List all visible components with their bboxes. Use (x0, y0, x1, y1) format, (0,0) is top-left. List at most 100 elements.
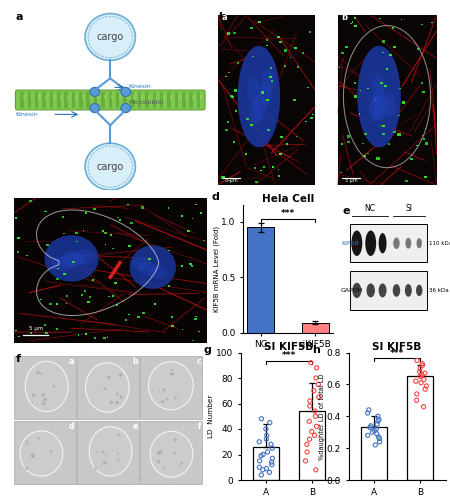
Circle shape (170, 372, 173, 376)
Bar (57, 268, 59, 270)
Ellipse shape (72, 250, 96, 264)
Bar (345, 46, 347, 48)
Point (303, 440, 310, 448)
Text: b: b (218, 12, 226, 22)
Bar (134, 94, 135, 99)
Bar (339, 66, 340, 68)
Bar (184, 415, 185, 416)
Bar (423, 138, 425, 140)
Bar (300, 411, 325, 480)
Bar (95, 445, 96, 446)
Bar (138, 417, 139, 418)
Point (263, 432, 270, 440)
Bar (399, 88, 401, 90)
Circle shape (103, 460, 107, 464)
Point (364, 409, 371, 417)
Point (264, 448, 271, 456)
Bar (29, 200, 32, 202)
Point (303, 448, 310, 456)
Ellipse shape (138, 262, 157, 275)
Bar (294, 47, 297, 50)
Bar (310, 116, 313, 119)
Point (306, 397, 314, 405)
Point (258, 471, 265, 479)
Bar (90, 453, 91, 454)
Bar (156, 94, 158, 99)
Bar (347, 140, 350, 142)
Bar (110, 234, 112, 236)
Bar (422, 135, 423, 136)
Bar (160, 92, 163, 108)
Bar (225, 129, 228, 132)
Bar (88, 389, 89, 390)
Bar (106, 365, 107, 366)
Point (306, 435, 313, 443)
Bar (137, 364, 138, 365)
Bar (167, 431, 168, 432)
Point (307, 358, 315, 366)
Ellipse shape (372, 76, 385, 101)
Bar (187, 230, 190, 232)
Circle shape (92, 402, 94, 404)
Bar (148, 94, 150, 99)
Circle shape (26, 442, 28, 445)
Bar (128, 244, 131, 247)
Ellipse shape (372, 95, 385, 120)
Bar (200, 469, 201, 470)
Bar (186, 396, 187, 397)
Circle shape (105, 454, 107, 457)
Title: SI KIF5B: SI KIF5B (265, 342, 314, 351)
Bar (228, 180, 230, 182)
Bar (82, 356, 83, 357)
Circle shape (96, 450, 98, 452)
Circle shape (178, 465, 180, 467)
Bar (82, 94, 84, 99)
Bar (117, 216, 119, 218)
Bar (367, 153, 369, 154)
Text: 36 kDa: 36 kDa (429, 288, 449, 293)
Bar (15, 217, 17, 218)
Circle shape (157, 460, 160, 464)
Bar (66, 295, 68, 296)
Point (263, 435, 270, 443)
Bar (186, 397, 187, 398)
Bar (140, 421, 202, 484)
Bar (363, 155, 365, 157)
Ellipse shape (351, 230, 362, 256)
Bar (48, 376, 49, 377)
Bar (66, 303, 68, 304)
Circle shape (90, 104, 99, 112)
Bar (21, 445, 22, 446)
Bar (27, 92, 31, 108)
Text: KIF5B: KIF5B (341, 240, 359, 246)
Bar (145, 92, 149, 108)
Text: g: g (204, 345, 212, 355)
Bar (62, 444, 63, 445)
Bar (189, 393, 190, 394)
Circle shape (121, 88, 130, 96)
Bar (340, 172, 342, 173)
Bar (113, 377, 114, 378)
Bar (49, 303, 52, 306)
Bar (364, 133, 367, 135)
Bar (228, 72, 230, 73)
Bar (423, 91, 425, 93)
Bar (29, 384, 30, 385)
Bar (261, 91, 264, 94)
Bar (269, 76, 272, 78)
Point (302, 457, 309, 465)
Bar (129, 394, 130, 395)
Point (263, 464, 270, 472)
Bar (233, 141, 235, 142)
Bar (82, 389, 83, 390)
Bar (189, 92, 193, 108)
Ellipse shape (378, 284, 387, 298)
Bar (92, 448, 93, 449)
Point (308, 428, 315, 436)
Bar (63, 452, 64, 453)
Point (256, 438, 263, 446)
Bar (108, 92, 112, 108)
Bar (141, 206, 144, 208)
Bar (201, 470, 202, 471)
Bar (66, 390, 67, 391)
